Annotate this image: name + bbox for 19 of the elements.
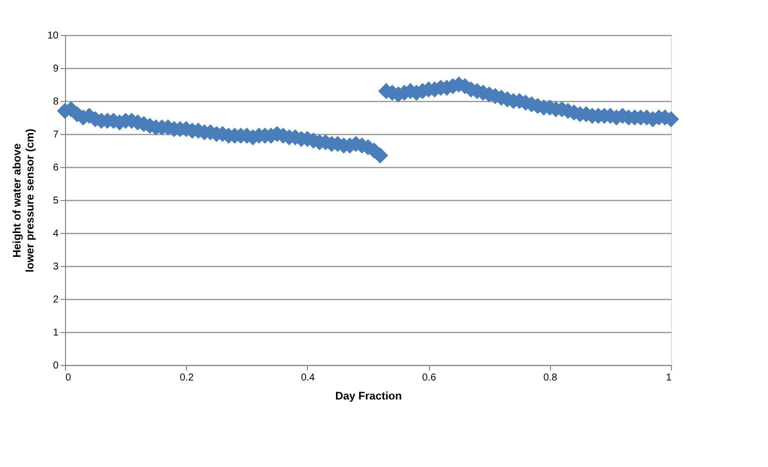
x-tick-label: 0.4 xyxy=(300,372,316,384)
y-tick-label: 1 xyxy=(52,328,59,338)
y-tick-label: 2 xyxy=(52,294,59,306)
x-axis-title: Day Fraction xyxy=(335,390,402,402)
y-tick-label: 0 xyxy=(52,360,59,372)
y-tick-label: 9 xyxy=(52,64,59,74)
y-tick-label: 8 xyxy=(52,96,59,108)
x-tick-label: 0.2 xyxy=(180,372,194,384)
x-tick-label: 0 xyxy=(66,372,72,384)
y-tick-label: 4 xyxy=(52,228,59,240)
y-tick-label: 3 xyxy=(52,262,59,272)
y-tick-label: 10 xyxy=(47,30,59,42)
y-tick-label: 6 xyxy=(52,162,59,174)
y-tick-label: 7 xyxy=(52,130,59,140)
x-tick-label: 1 xyxy=(666,372,672,384)
y-tick-label: 5 xyxy=(52,196,59,206)
x-tick-label: 0.6 xyxy=(422,372,436,384)
x-tick-label: 0.8 xyxy=(543,372,558,384)
y-axis-title: Height of water above lower pressure sensor (cm) xyxy=(11,128,36,272)
